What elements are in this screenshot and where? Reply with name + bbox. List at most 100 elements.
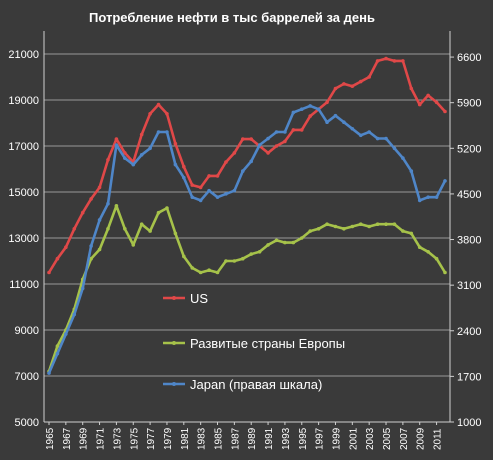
- y-tick-label: 5000: [15, 417, 39, 429]
- data-point: [392, 146, 397, 151]
- data-point: [47, 371, 51, 375]
- data-point: [182, 254, 186, 259]
- data-point: [139, 153, 144, 157]
- data-point: [367, 224, 371, 229]
- data-point: [215, 270, 220, 275]
- data-point: [173, 231, 178, 236]
- x-tick-label: 1995: [298, 427, 309, 450]
- data-point: [106, 158, 110, 162]
- data-point: [224, 259, 228, 263]
- data-point: [401, 156, 405, 160]
- data-point: [443, 270, 447, 275]
- data-point: [64, 245, 68, 249]
- y2-tick-label: 5900: [457, 98, 481, 110]
- data-point: [114, 137, 119, 141]
- data-point: [156, 210, 161, 215]
- data-point: [367, 75, 371, 79]
- data-point: [342, 120, 346, 125]
- data-point: [224, 192, 228, 196]
- data-point: [80, 210, 85, 215]
- data-point: [434, 100, 439, 105]
- x-tick-label: 1967: [62, 427, 73, 450]
- data-point: [55, 351, 60, 356]
- y-tick-label: 13000: [8, 233, 39, 245]
- data-point: [409, 231, 414, 236]
- data-point: [333, 113, 338, 118]
- data-point: [47, 270, 51, 275]
- data-point: [257, 250, 262, 254]
- data-point: [274, 144, 279, 148]
- data-point: [350, 126, 355, 131]
- data-point: [342, 227, 346, 231]
- data-point: [131, 162, 136, 167]
- data-point: [89, 244, 93, 248]
- y2-tick-label: 6600: [457, 52, 481, 64]
- x-tick-label: 2009: [416, 427, 427, 450]
- data-point: [249, 252, 254, 256]
- data-point: [173, 162, 178, 167]
- data-point: [358, 79, 363, 84]
- data-point: [190, 266, 195, 270]
- data-point: [240, 256, 245, 261]
- y-tick-label: 11000: [9, 279, 39, 291]
- data-point: [342, 82, 346, 86]
- data-point: [156, 102, 161, 107]
- x-tick-label: 1983: [197, 427, 208, 450]
- x-tick-label: 1999: [331, 427, 342, 450]
- data-point: [325, 100, 329, 105]
- data-point: [240, 137, 245, 141]
- data-point: [308, 229, 312, 233]
- data-point: [384, 56, 388, 61]
- data-point: [274, 130, 279, 134]
- data-point: [392, 59, 397, 63]
- data-point: [207, 174, 211, 178]
- data-point: [173, 141, 178, 146]
- y-tick-label: 17000: [8, 141, 39, 153]
- data-point: [316, 227, 321, 231]
- legend-marker: [172, 341, 176, 345]
- data-point: [308, 114, 312, 118]
- data-point: [232, 151, 237, 155]
- data-point: [123, 227, 127, 231]
- data-point: [165, 130, 169, 134]
- data-point: [123, 156, 127, 160]
- data-point: [417, 245, 422, 249]
- legend-marker: [172, 382, 176, 386]
- data-point: [55, 344, 60, 348]
- data-point: [148, 112, 152, 116]
- data-point: [367, 130, 371, 134]
- x-tick-label: 1997: [315, 427, 326, 450]
- data-point: [156, 130, 161, 134]
- data-point: [291, 128, 296, 132]
- data-point: [434, 256, 439, 261]
- x-tick-label: 1965: [45, 427, 56, 450]
- data-point: [89, 256, 93, 261]
- data-point: [333, 86, 338, 91]
- x-tick-label: 1973: [112, 427, 123, 450]
- data-point: [106, 201, 110, 206]
- data-point: [443, 109, 447, 114]
- data-point: [409, 169, 414, 173]
- data-point: [291, 240, 296, 245]
- data-point: [139, 132, 144, 137]
- x-tick-label: 1991: [264, 427, 275, 450]
- y2-tick-label: 1000: [457, 417, 481, 429]
- data-point: [139, 222, 144, 226]
- x-tick-label: 2001: [348, 427, 359, 450]
- x-tick-label: 1987: [230, 427, 241, 450]
- y2-tick-label: 2400: [457, 326, 481, 338]
- x-tick-label: 1985: [214, 427, 225, 450]
- legend-label: Japan (правая шкала): [190, 377, 322, 392]
- data-point: [308, 104, 312, 108]
- x-tick-label: 2005: [382, 427, 393, 450]
- y-tick-label: 15000: [8, 187, 39, 199]
- data-point: [283, 240, 287, 245]
- data-point: [325, 222, 329, 226]
- data-point: [325, 120, 329, 125]
- data-point: [384, 222, 388, 226]
- data-point: [375, 222, 380, 226]
- x-tick-label: 2007: [399, 427, 410, 450]
- data-point: [409, 86, 414, 91]
